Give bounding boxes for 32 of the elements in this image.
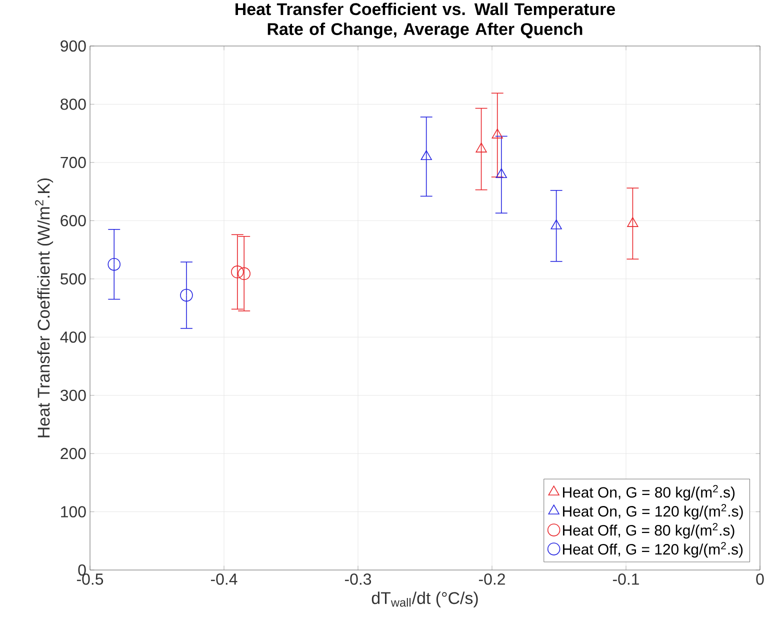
y-tick-label: 200: [60, 448, 86, 460]
y-tick-label: 700: [60, 156, 86, 168]
y-tick-label: 400: [60, 331, 86, 343]
point: [420, 150, 432, 160]
point: [476, 142, 487, 152]
y-tick-label: 600: [60, 215, 86, 226]
point: [180, 288, 193, 302]
legend-label: Heat Off, G = 120 kg/(m$^{2}$.s): [563, 542, 743, 558]
x-tick-label: -0.2: [478, 574, 505, 585]
legend-label: Heat On, G = 80 kg/(m$^{2}$.s): [563, 485, 735, 501]
point: [238, 267, 250, 280]
x-tick-label: 0: [756, 574, 764, 585]
point: [108, 258, 120, 271]
y-tick-label: 800: [60, 98, 86, 110]
x-axis-title: dT$_{wall}$/dt (°C/s): [372, 592, 478, 608]
point: [627, 217, 638, 227]
legend-label: Heat On, G = 120 kg/(m$^{2}$.s): [563, 504, 743, 520]
x-tick-label: -0.3: [344, 574, 372, 585]
y-tick-label: 900: [60, 40, 86, 52]
y-axis-title: Heat Transfer Coefficient (W/m$^{2}$.K): [35, 178, 54, 438]
point: [550, 220, 562, 230]
y-tick-label: 0: [78, 564, 86, 576]
x-tick-label: -0.5: [76, 574, 104, 585]
point: [492, 128, 503, 138]
x-tick-label: -0.1: [612, 574, 639, 585]
legend-label: Heat Off, G = 80 kg/(m$^{2}$.s): [563, 522, 734, 539]
point: [496, 168, 507, 178]
y-tick-label: 100: [61, 506, 86, 518]
chart-title: Heat Transfer Coefficient vs. Wall Temperature Rate of Change, Average After Quench: [236, 2, 615, 38]
y-tick-label: 300: [60, 390, 86, 401]
x-tick-label: -0.4: [210, 574, 238, 585]
y-tick-label: 500: [60, 273, 86, 285]
